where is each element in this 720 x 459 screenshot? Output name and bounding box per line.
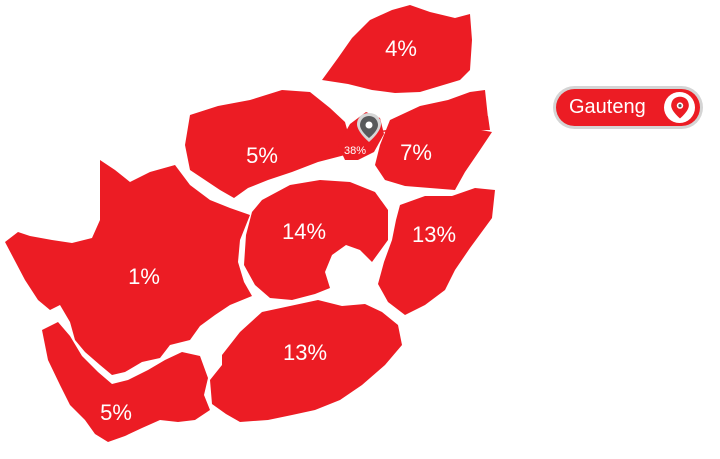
map-pin-icon [357,113,381,142]
label-north-west: 5% [246,143,278,168]
label-mpumalanga: 7% [400,140,432,165]
province-western-cape[interactable] [42,322,210,442]
province-northern-cape[interactable] [5,160,252,375]
province-north-west[interactable] [185,90,350,198]
province-kwazulu-natal[interactable] [378,188,495,315]
gauteng-pointer [372,116,490,132]
label-kwazulu-natal: 13% [412,222,456,247]
label-northern-cape: 1% [128,264,160,289]
province-eastern-cape[interactable] [210,300,402,422]
label-free-state: 14% [282,219,326,244]
label-western-cape: 5% [100,400,132,425]
province-free-state[interactable] [244,180,388,300]
map-pin-icon [664,92,695,123]
label-gauteng: 38% [344,145,366,157]
province-limpopo[interactable] [322,5,472,93]
province-mpumalanga[interactable] [375,90,492,190]
legend-label: Gauteng [569,96,646,118]
label-limpopo: 4% [385,36,417,61]
label-eastern-cape: 13% [283,340,327,365]
gauteng-legend: Gauteng [553,86,703,129]
